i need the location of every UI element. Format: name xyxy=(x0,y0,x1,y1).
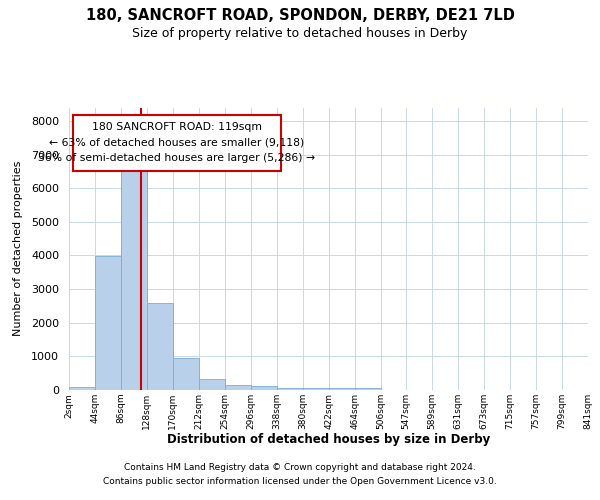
FancyBboxPatch shape xyxy=(73,114,281,171)
Bar xyxy=(199,379,225,390)
Text: Contains public sector information licensed under the Open Government Licence v3: Contains public sector information licen… xyxy=(103,477,497,486)
Bar xyxy=(173,358,199,390)
Bar xyxy=(225,386,251,390)
Text: 180 SANCROFT ROAD: 119sqm
← 63% of detached houses are smaller (9,118)
36% of se: 180 SANCROFT ROAD: 119sqm ← 63% of detac… xyxy=(38,122,316,164)
Bar xyxy=(329,388,355,390)
Bar xyxy=(277,388,302,390)
Bar xyxy=(95,256,121,390)
Text: Distribution of detached houses by size in Derby: Distribution of detached houses by size … xyxy=(167,432,490,446)
Text: 180, SANCROFT ROAD, SPONDON, DERBY, DE21 7LD: 180, SANCROFT ROAD, SPONDON, DERBY, DE21… xyxy=(86,8,514,22)
Y-axis label: Number of detached properties: Number of detached properties xyxy=(13,161,23,336)
Bar xyxy=(251,386,277,390)
Bar xyxy=(69,388,95,390)
Bar xyxy=(121,170,147,390)
Bar xyxy=(147,302,173,390)
Text: Contains HM Land Registry data © Crown copyright and database right 2024.: Contains HM Land Registry data © Crown c… xyxy=(124,464,476,472)
Bar xyxy=(355,388,380,390)
Text: Size of property relative to detached houses in Derby: Size of property relative to detached ho… xyxy=(133,28,467,40)
Bar xyxy=(303,388,329,390)
